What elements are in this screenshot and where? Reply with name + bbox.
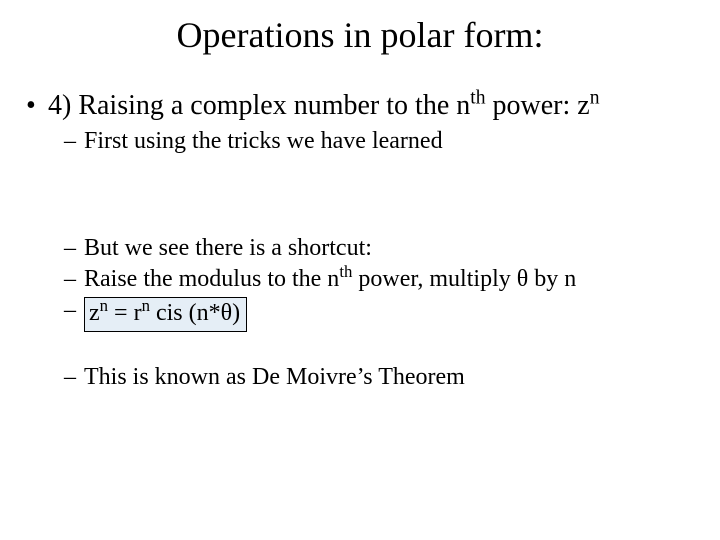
bullet-level2: This is known as De Moivre’s Theorem (20, 364, 700, 391)
bullet-level1: 4) Raising a complex number to the nth p… (20, 90, 700, 122)
bullet-text-part: Raise the modulus to the n (84, 266, 339, 292)
bullet-text-part: power: z (486, 90, 590, 121)
superscript-th: th (470, 88, 485, 109)
spacer (20, 159, 700, 231)
superscript-n: n (590, 88, 600, 109)
bullet-level2: But we see there is a shortcut: (20, 235, 700, 262)
formula-part: z (89, 300, 100, 326)
spacer (20, 336, 700, 360)
slide-body: 4) Raising a complex number to the nth p… (0, 56, 720, 391)
bullet-text: This is known as De Moivre’s Theorem (84, 364, 465, 390)
slide: Operations in polar form: 4) Raising a c… (0, 0, 720, 540)
formula-part: cis (n*θ) (150, 300, 240, 326)
bullet-text: But we see there is a shortcut: (84, 235, 372, 261)
bullet-level2: First using the tricks we have learned (20, 128, 700, 155)
superscript-th: th (339, 262, 352, 281)
superscript-n: n (100, 296, 108, 315)
bullet-text-part: power, multiply θ by n (352, 266, 576, 292)
bullet-level2-formula: zn = rn cis (n*θ) (20, 297, 700, 332)
superscript-n: n (142, 296, 150, 315)
slide-title: Operations in polar form: (0, 0, 720, 56)
bullet-text-part: 4) Raising a complex number to the n (48, 90, 470, 121)
formula-box: zn = rn cis (n*θ) (84, 297, 247, 332)
formula-part: = r (108, 300, 142, 326)
bullet-text: First using the tricks we have learned (84, 128, 443, 154)
bullet-level2: Raise the modulus to the nth power, mult… (20, 266, 700, 293)
